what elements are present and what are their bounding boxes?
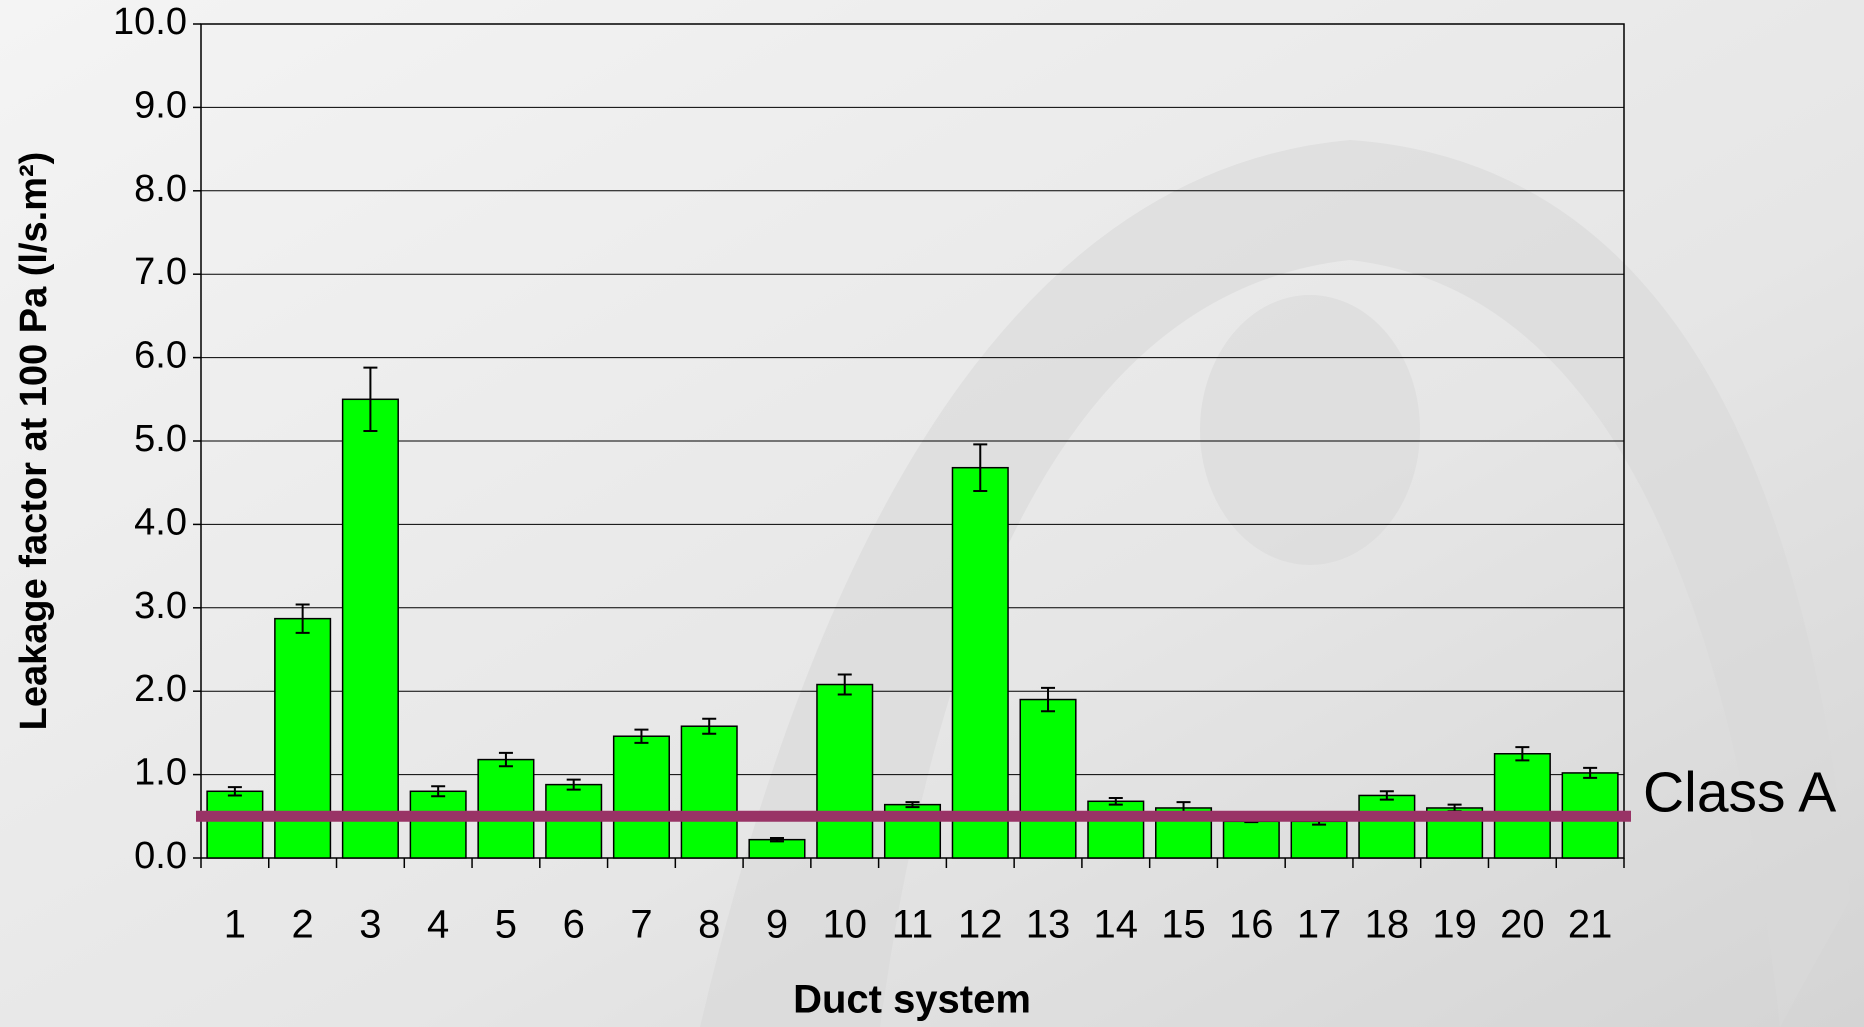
y-tick-label: 9.0 bbox=[134, 84, 187, 126]
x-tick-label: 5 bbox=[495, 903, 517, 947]
background-shape bbox=[1200, 295, 1420, 565]
bar bbox=[1087, 800, 1145, 859]
y-tick-label: 5.0 bbox=[134, 418, 187, 460]
error-bar bbox=[498, 751, 513, 768]
y-tick-label: 4.0 bbox=[134, 501, 187, 543]
error-bar bbox=[702, 717, 717, 735]
error-bar bbox=[1515, 746, 1530, 762]
x-tick-label: 13 bbox=[1026, 903, 1071, 947]
x-tick-label: 16 bbox=[1229, 903, 1274, 947]
error-bar bbox=[1583, 766, 1598, 779]
bar bbox=[409, 790, 467, 859]
error-bar bbox=[363, 366, 378, 432]
x-tick-label: 9 bbox=[766, 903, 788, 947]
x-tick-label: 12 bbox=[958, 903, 1003, 947]
x-tick-label: 20 bbox=[1500, 903, 1545, 947]
bar bbox=[341, 398, 399, 859]
bar bbox=[477, 758, 535, 859]
bar bbox=[1493, 753, 1551, 859]
bar bbox=[1290, 820, 1348, 859]
x-tick-label: 18 bbox=[1365, 903, 1410, 947]
bar bbox=[206, 790, 264, 859]
x-tick-label: 17 bbox=[1297, 903, 1342, 947]
x-axis-title: Duct system bbox=[793, 978, 1031, 1022]
background-shape bbox=[700, 140, 1850, 1027]
bar bbox=[680, 725, 738, 859]
bar bbox=[1019, 698, 1077, 859]
error-bar bbox=[227, 786, 242, 797]
x-tick-label: 15 bbox=[1161, 903, 1206, 947]
x-tick-label: 1 bbox=[224, 903, 246, 947]
error-bar bbox=[295, 603, 310, 634]
x-tick-label: 21 bbox=[1568, 903, 1613, 947]
reference-label: Class A bbox=[1643, 760, 1836, 824]
bar bbox=[612, 735, 670, 859]
y-tick-label: 7.0 bbox=[134, 251, 187, 293]
y-tick-label: 1.0 bbox=[134, 752, 187, 794]
error-bar bbox=[905, 801, 920, 809]
x-tick-label: 3 bbox=[359, 903, 381, 947]
error-bar bbox=[634, 728, 649, 744]
x-tick-label: 2 bbox=[292, 903, 314, 947]
y-tick-label: 8.0 bbox=[134, 168, 187, 210]
error-bar bbox=[1379, 790, 1394, 801]
x-tick-label: 4 bbox=[427, 903, 449, 947]
y-tick-label: 6.0 bbox=[134, 335, 187, 377]
bar bbox=[951, 466, 1009, 859]
error-bar bbox=[566, 778, 581, 791]
x-tick-label: 19 bbox=[1432, 903, 1477, 947]
x-tick-label: 8 bbox=[698, 903, 720, 947]
error-bar bbox=[1108, 796, 1123, 806]
x-tick-label: 7 bbox=[630, 903, 652, 947]
x-tick-label: 11 bbox=[892, 903, 934, 947]
y-tick-label: 10.0 bbox=[113, 1, 187, 43]
error-bar bbox=[431, 785, 446, 798]
x-tick-label: 10 bbox=[822, 903, 867, 947]
y-tick-label: 2.0 bbox=[134, 668, 187, 710]
error-bar bbox=[837, 673, 852, 696]
bar bbox=[274, 617, 332, 859]
bar bbox=[1358, 794, 1416, 859]
x-tick-label: 14 bbox=[1094, 903, 1139, 947]
y-tick-label: 3.0 bbox=[134, 585, 187, 627]
bar bbox=[1222, 820, 1280, 859]
bar bbox=[816, 683, 874, 859]
y-axis-title: Leakage factor at 100 Pa (l/s.m²) bbox=[13, 152, 55, 731]
error-bar bbox=[973, 443, 988, 493]
x-tick-label: 6 bbox=[563, 903, 585, 947]
bar bbox=[748, 838, 806, 859]
error-bar bbox=[1041, 686, 1056, 713]
y-tick-label: 0.0 bbox=[134, 835, 187, 877]
error-bar bbox=[769, 836, 784, 843]
